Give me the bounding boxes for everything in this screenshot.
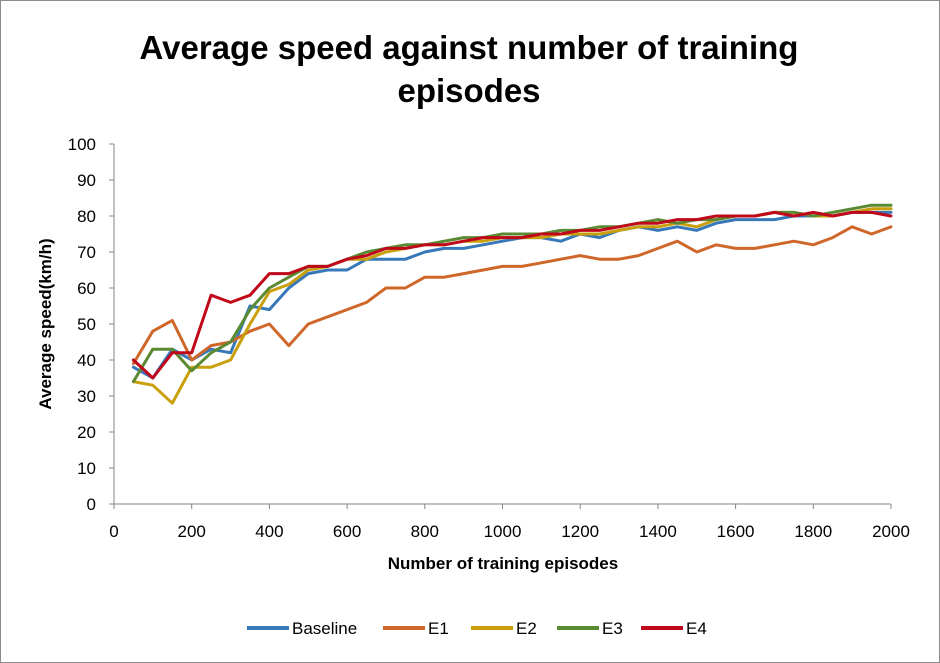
y-tick-label: 100 bbox=[68, 135, 96, 154]
y-tick-label: 60 bbox=[77, 279, 96, 298]
y-tick-label: 70 bbox=[77, 243, 96, 262]
x-tick-label: 1800 bbox=[794, 522, 832, 541]
y-tick-label: 10 bbox=[77, 459, 96, 478]
legend-label-e3: E3 bbox=[602, 619, 623, 638]
y-tick-label: 50 bbox=[77, 315, 96, 334]
legend-label-e4: E4 bbox=[686, 619, 707, 638]
legend-label-e2: E2 bbox=[516, 619, 537, 638]
x-tick-label: 0 bbox=[109, 522, 118, 541]
y-axis-ticks: 0 10 20 30 40 50 60 70 80 90 100 bbox=[68, 135, 114, 514]
y-tick-label: 30 bbox=[77, 387, 96, 406]
x-tick-label: 400 bbox=[255, 522, 283, 541]
y-tick-label: 20 bbox=[77, 423, 96, 442]
series-line-e1 bbox=[131, 225, 893, 366]
x-tick-label: 1000 bbox=[484, 522, 522, 541]
y-tick-label: 90 bbox=[77, 171, 96, 190]
x-axis-ticks: 0 200 400 600 800 1000 1200 1400 1600 1800 2000 bbox=[109, 504, 910, 541]
y-tick-label: 0 bbox=[87, 495, 96, 514]
x-tick-label: 1200 bbox=[561, 522, 599, 541]
x-axis-title: Number of training episodes bbox=[388, 554, 618, 573]
x-tick-label: 1400 bbox=[639, 522, 677, 541]
y-tick-label: 40 bbox=[77, 351, 96, 370]
legend-label-e1: E1 bbox=[428, 619, 449, 638]
axes bbox=[113, 144, 891, 505]
x-tick-label: 600 bbox=[333, 522, 361, 541]
y-axis-title: Average speed(km/h) bbox=[36, 238, 55, 409]
series-lines bbox=[131, 203, 893, 405]
series-line-e3 bbox=[131, 203, 893, 384]
chart-title-line-1: Average speed against number of training bbox=[140, 29, 799, 66]
x-tick-label: 800 bbox=[411, 522, 439, 541]
y-tick-label: 80 bbox=[77, 207, 96, 226]
legend: Baseline E1 E2 E3 E4 bbox=[247, 619, 707, 638]
x-tick-label: 1600 bbox=[717, 522, 755, 541]
chart-title-line-2: episodes bbox=[397, 72, 540, 109]
x-tick-label: 200 bbox=[178, 522, 206, 541]
x-tick-label: 2000 bbox=[872, 522, 910, 541]
series-line-e4 bbox=[131, 210, 893, 380]
legend-label-baseline: Baseline bbox=[292, 619, 357, 638]
